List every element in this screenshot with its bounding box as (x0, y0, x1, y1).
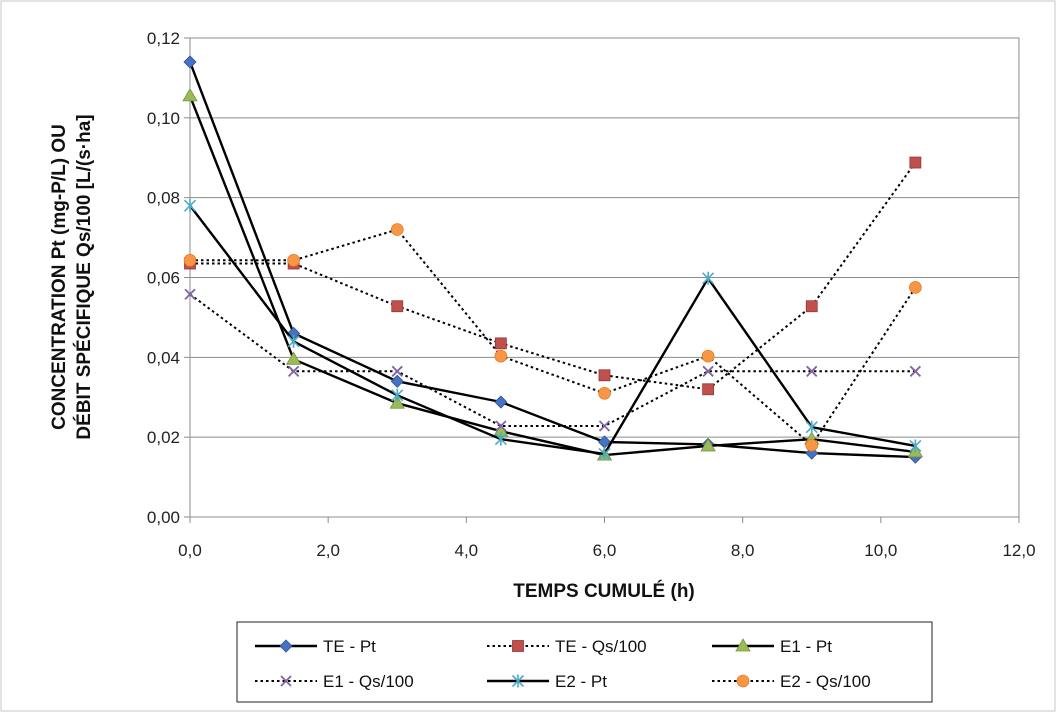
data-point (494, 395, 508, 409)
data-point (909, 439, 922, 453)
series-e2-pt (183, 199, 922, 461)
x-tick-label: 10,0 (864, 541, 897, 560)
legend-marker (512, 640, 524, 652)
data-point (909, 365, 922, 377)
data-point (598, 420, 611, 432)
legend-item-te-pt: TE - Pt (255, 637, 376, 656)
y-tick-label: 0,02 (147, 428, 180, 447)
data-point (702, 271, 715, 285)
data-point (495, 420, 507, 432)
legend-item-e1-qs-100: E1 - Qs/100 (255, 672, 414, 691)
legend-item-te-qs-100: TE - Qs/100 (487, 637, 647, 656)
legend-box (236, 621, 933, 703)
data-point (598, 447, 611, 461)
data-point (285, 351, 302, 365)
legend-label: E1 - Qs/100 (323, 672, 414, 691)
data-point (183, 55, 197, 69)
axes: 0,00 0,02 0,04 0,06 0,08 0,10 0,12 0,0 2,0 4,0 6,0… (147, 29, 1036, 560)
data-point (702, 383, 715, 396)
legend-label: TE - Pt (323, 637, 376, 656)
data-point (391, 300, 404, 313)
data-point (287, 365, 300, 377)
data-point (909, 156, 922, 169)
series-line-te-pt (188, 61, 916, 459)
data-point (183, 199, 197, 213)
series-line-e2-pt (189, 204, 916, 456)
x-tick-label: 4,0 (455, 541, 479, 560)
legend-label: TE - Qs/100 (555, 637, 647, 656)
series-line-e2-qs-100 (190, 228, 917, 447)
data-point (598, 386, 611, 400)
data-point (701, 349, 715, 363)
y-tick-label: 0,08 (147, 189, 180, 208)
legend-marker (280, 675, 292, 687)
data-point (494, 432, 507, 446)
data-point (805, 420, 818, 434)
series-e1-qs-100 (184, 288, 922, 432)
legend-item-e2-pt: E2 - Pt (487, 672, 607, 691)
legend-marker (735, 638, 751, 652)
data-point (183, 254, 197, 267)
y-tick-label: 0,10 (147, 109, 180, 128)
x-axis-title: TEMPS CUMULÉ (h) (513, 580, 695, 602)
series-line-te-qs-100 (190, 161, 917, 391)
data-point (182, 88, 198, 102)
data-point (702, 365, 714, 377)
data-point (391, 365, 403, 377)
data-point (184, 288, 196, 300)
data-point (390, 374, 404, 388)
legend-label: E2 - Qs/100 (780, 672, 871, 691)
x-tick-label: 2,0 (316, 541, 340, 560)
y-axis-title-line-1: CONCENTRATION Pt (mg-P/L) OU (49, 124, 70, 430)
data-point (390, 223, 404, 236)
data-point (389, 395, 405, 409)
grid-lines (190, 117, 1019, 438)
legend-marker (279, 639, 293, 653)
x-tick-label: 0,0 (178, 541, 202, 560)
data-point (598, 369, 611, 382)
x-tick-label: 12,0 (1002, 541, 1035, 560)
data-point (287, 334, 300, 348)
data-point (805, 438, 819, 452)
legend-item-e1-pt: E1 - Pt (712, 637, 832, 656)
series-line-e1-qs-100 (189, 293, 916, 427)
data-point (909, 281, 922, 294)
y-tick-label: 0,06 (147, 269, 180, 288)
y-axis-title-line-2: DÉBIT SPÉCIFIQUE Qs/100 [L/(s·ha] (73, 114, 95, 439)
data-point (494, 349, 508, 363)
series-e2-qs-100 (183, 223, 922, 452)
y-tick-label: 0,04 (147, 348, 180, 367)
legend-marker (736, 674, 750, 688)
data-point (805, 446, 819, 460)
data-point (806, 365, 818, 377)
y-tick-label: 0,12 (147, 29, 180, 48)
x-tick-label: 8,0 (731, 541, 755, 560)
data-point (494, 337, 507, 350)
x-tick-label: 6,0 (593, 541, 617, 560)
series-line-e1-pt (188, 95, 916, 457)
legend: TE - Pt TE - Qs/100 E1 - Pt E1 - Qs/100 E2 -… (255, 637, 871, 691)
legend-marker (511, 674, 525, 688)
series-group (182, 55, 924, 464)
legend-item-e2-qs-100: E2 - Qs/100 (712, 672, 871, 691)
legend-label: E1 - Pt (780, 637, 832, 656)
data-point (391, 388, 404, 402)
y-tick-label: 0,00 (147, 508, 180, 527)
legend-label: E2 - Pt (555, 672, 607, 691)
data-point (805, 300, 818, 313)
data-point (287, 254, 300, 267)
data-point (700, 438, 716, 452)
